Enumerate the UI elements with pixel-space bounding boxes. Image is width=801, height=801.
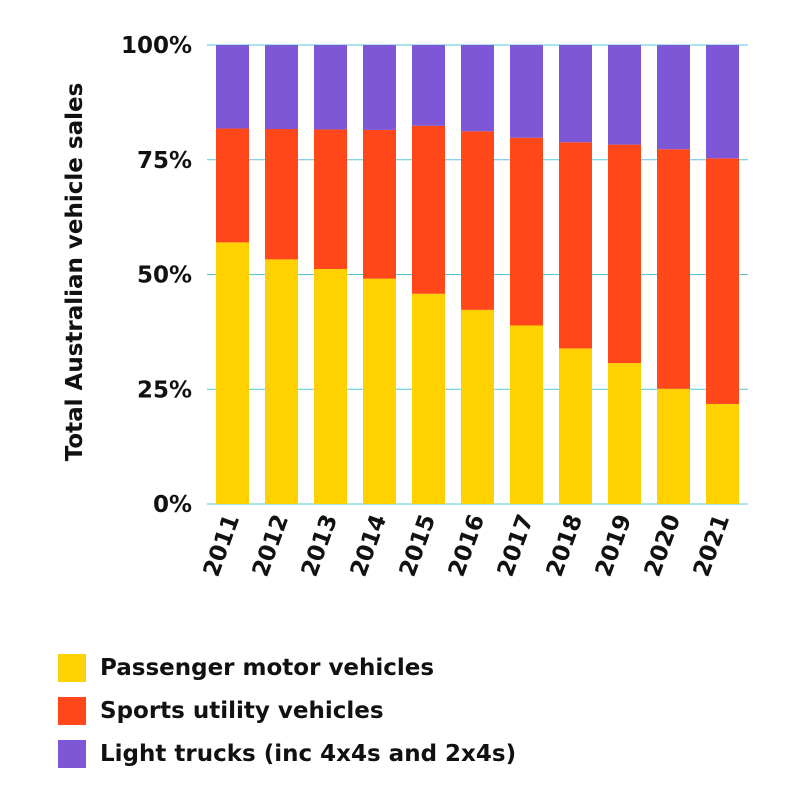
- bar-segment: [657, 388, 690, 504]
- legend-label: Sports utility vehicles: [100, 697, 384, 724]
- bar-segment: [706, 158, 739, 404]
- bar-segment: [412, 125, 445, 294]
- bar-segment: [559, 348, 592, 504]
- bar-segment: [314, 268, 347, 504]
- bars: [216, 45, 739, 504]
- x-tick-label: 2013: [297, 511, 343, 580]
- legend-label: Light trucks (inc 4x4s and 2x4s): [100, 740, 517, 767]
- y-tick-label: 100%: [121, 33, 192, 59]
- bar-segment: [608, 45, 641, 145]
- x-tick-label: 2019: [591, 511, 637, 580]
- bar-segment: [510, 325, 543, 504]
- x-tick-label: 2015: [395, 511, 441, 580]
- bar-segment: [461, 131, 494, 310]
- bar-segment: [216, 242, 249, 504]
- bar-segment: [461, 309, 494, 504]
- x-axis-ticks: 2011 2012 2013 2014 2015 2016 2017 2018 2019 2020…: [199, 511, 735, 580]
- x-tick-label: 2012: [248, 511, 294, 580]
- legend-label: Passenger motor vehicles: [100, 654, 435, 681]
- bar-segment: [657, 45, 690, 150]
- bar-segment: [216, 128, 249, 243]
- bar-segment: [461, 45, 494, 132]
- y-tick-label: 75%: [137, 148, 192, 174]
- bar-segment: [706, 45, 739, 159]
- bar-segment: [363, 278, 396, 504]
- bar-segment: [265, 128, 298, 260]
- y-tick-label: 0%: [153, 492, 192, 518]
- legend-item: Passenger motor vehicles: [58, 646, 516, 689]
- x-tick-label: 2011: [199, 511, 245, 580]
- bar-segment: [314, 45, 347, 130]
- legend-swatch: [58, 696, 86, 725]
- legend-swatch: [58, 739, 86, 768]
- bar-segment: [510, 45, 543, 138]
- bar-segment: [363, 45, 396, 130]
- y-axis-ticks: 0% 25% 50% 75% 100%: [121, 33, 192, 518]
- bar-segment: [608, 363, 641, 504]
- bar-segment: [363, 129, 396, 279]
- x-tick-label: 2018: [542, 511, 588, 580]
- bar-segment: [265, 45, 298, 129]
- y-tick-label: 25%: [137, 377, 192, 403]
- bar-segment: [510, 137, 543, 326]
- bar-segment: [706, 403, 739, 504]
- bar-segment: [265, 259, 298, 504]
- bar-segment: [559, 45, 592, 143]
- x-tick-label: 2017: [493, 511, 539, 580]
- bar-segment: [559, 142, 592, 349]
- bar-segment: [412, 293, 445, 504]
- legend-swatch: [58, 653, 86, 682]
- bar-segment: [216, 45, 249, 129]
- bar-segment: [412, 45, 445, 126]
- x-tick-label: 2016: [444, 511, 490, 580]
- legend: Passenger motor vehicles Sports utility v…: [58, 646, 516, 775]
- bar-segment: [657, 149, 690, 389]
- bar-segment: [608, 144, 641, 364]
- legend-item: Sports utility vehicles: [58, 689, 516, 732]
- x-tick-label: 2020: [640, 511, 686, 580]
- legend-item: Light trucks (inc 4x4s and 2x4s): [58, 732, 516, 775]
- y-tick-label: 50%: [137, 263, 192, 289]
- x-tick-label: 2021: [689, 511, 735, 580]
- y-axis-label: Total Australian vehicle sales: [62, 83, 88, 462]
- bar-segment: [314, 129, 347, 269]
- x-tick-label: 2014: [346, 511, 392, 580]
